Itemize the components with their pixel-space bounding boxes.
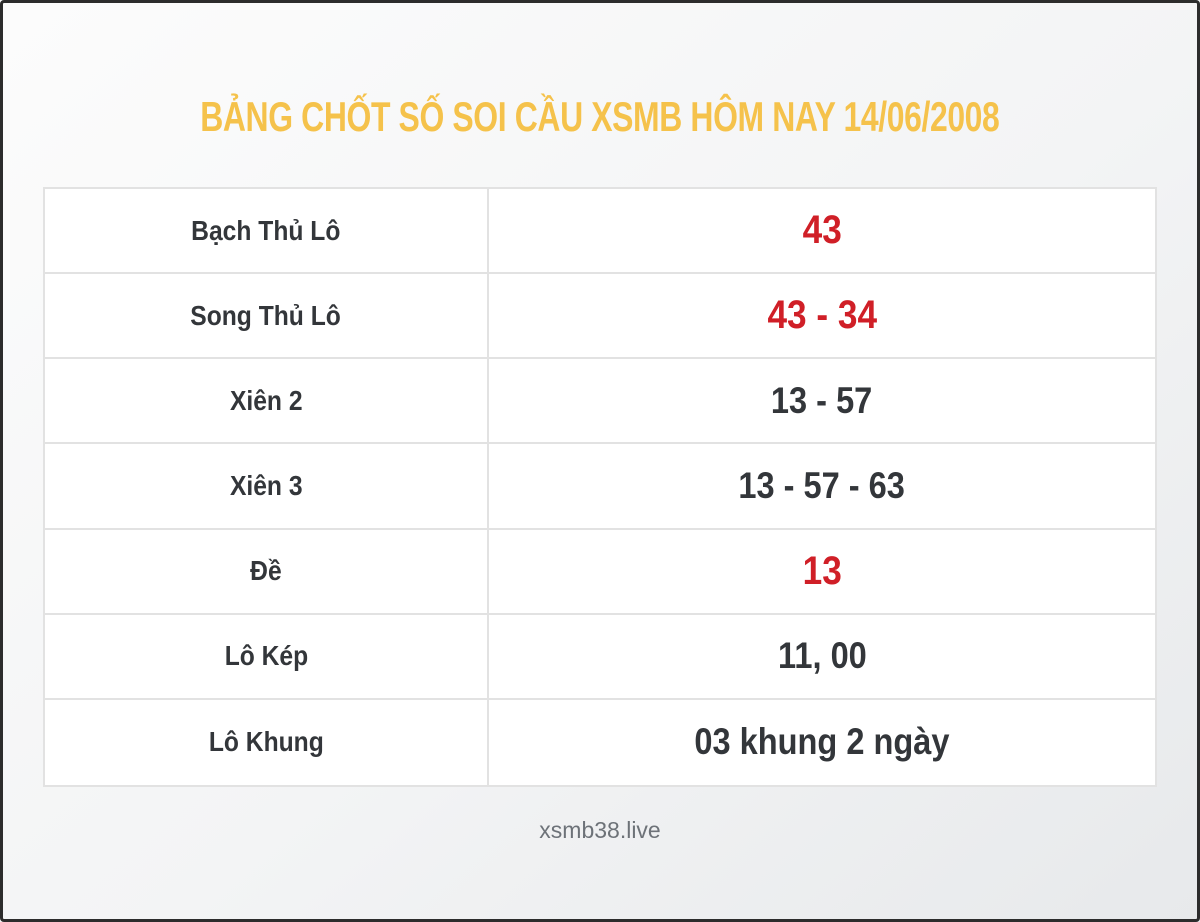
table-row: Bạch Thủ Lô 43: [45, 189, 1155, 275]
row-label: Xiên 2: [45, 359, 489, 443]
row-label: Bạch Thủ Lô: [45, 189, 489, 273]
prediction-table: Bạch Thủ Lô 43 Song Thủ Lô 43 - 34 Xiên …: [43, 187, 1157, 787]
table-row: Song Thủ Lô 43 - 34: [45, 274, 1155, 360]
row-value: 13 - 57 - 63: [738, 464, 906, 506]
row-label: Xiên 3: [45, 444, 489, 528]
row-value: 13: [802, 548, 842, 593]
site-watermark: xsmb38.live: [539, 817, 661, 843]
row-label: Lô Khung: [45, 699, 489, 785]
row-value: 43 - 34: [767, 293, 877, 338]
table-row: Đề 13: [45, 529, 1155, 615]
row-label: Đề: [45, 529, 489, 613]
table-row: Lô Khung 03 khung 2 ngày: [45, 699, 1155, 785]
row-label: Song Thủ Lô: [45, 274, 489, 358]
table-row: Xiên 3 13 - 57 - 63: [45, 444, 1155, 530]
page-title-text: BẢNG CHỐT SỐ SOI CẦU XSMB HÔM NAY 14/06/…: [200, 93, 1000, 140]
page-title: BẢNG CHỐT SỐ SOI CẦU XSMB HÔM NAY 14/06/…: [43, 91, 1157, 143]
table-row: Lô Kép 11, 00: [45, 614, 1155, 700]
table-row: Xiên 2 13 - 57: [45, 359, 1155, 445]
row-value: 13 - 57: [771, 379, 873, 421]
row-label: Lô Kép: [45, 614, 489, 698]
row-value: 11, 00: [777, 635, 867, 677]
row-value: 03 khung 2 ngày: [694, 721, 950, 763]
row-value: 43: [802, 208, 842, 253]
